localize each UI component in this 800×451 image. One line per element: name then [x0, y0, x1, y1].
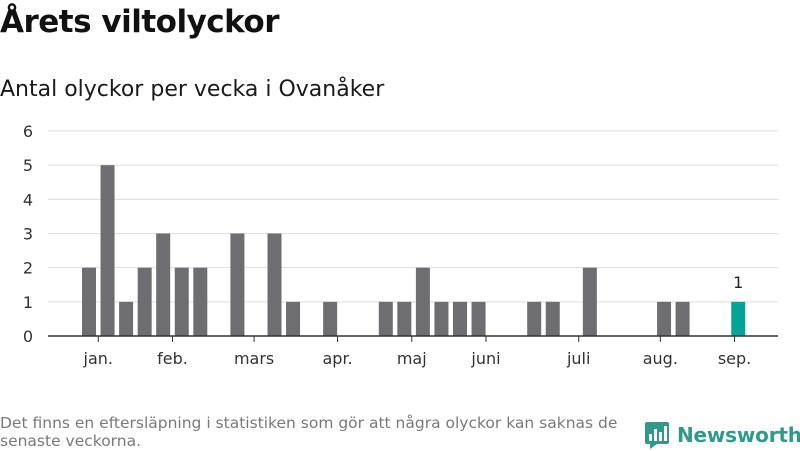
bar-week-7 [193, 267, 208, 336]
chart-subtitle: Antal olyckor per vecka i Ovanåker [0, 77, 385, 102]
bar-week-17 [378, 301, 393, 336]
bar-week-5 [156, 233, 171, 336]
month-label: feb. [157, 349, 188, 368]
month-label: jan. [83, 349, 113, 368]
bar-week-32 [657, 301, 672, 336]
month-label: juli [566, 349, 590, 368]
bar-chart: 0 1 2 3 4 5 6 jan. feb. mars apr. maj juni juli aug. s… [23, 122, 778, 368]
month-label: sep. [718, 349, 751, 368]
x-axis-ticks [97, 336, 736, 342]
bars [82, 165, 746, 336]
month-label: aug. [643, 349, 678, 368]
bar-week-14 [323, 301, 338, 336]
data-label: 1 [733, 273, 743, 292]
bar-week-6 [174, 267, 189, 336]
y-tick-label: 1 [23, 293, 33, 312]
bar-week-20 [434, 301, 449, 336]
bar-week-11 [267, 233, 282, 336]
bar-week-4 [137, 267, 152, 336]
month-label: juni [470, 349, 500, 368]
bar-week-2 [100, 165, 115, 336]
x-axis-month-labels: jan. feb. mars apr. maj juni juli aug. sep. [83, 349, 752, 368]
y-tick-label: 2 [23, 259, 33, 278]
bar-week-19 [415, 267, 430, 336]
y-tick-label: 5 [23, 156, 33, 175]
bar-week-3 [119, 301, 134, 336]
y-tick-label: 6 [23, 122, 33, 141]
y-tick-label: 4 [23, 190, 33, 209]
y-axis-tick-labels: 0 1 2 3 4 5 6 [23, 122, 33, 346]
month-label: mars [234, 349, 274, 368]
bar-week-33 [675, 301, 690, 336]
chart-title: Årets viltolyckor [0, 4, 280, 40]
bar-week-28 [582, 267, 597, 336]
bar-week-12 [286, 301, 301, 336]
bar-week-9 [230, 233, 245, 336]
newsworthy-logo-icon [645, 422, 669, 449]
bar-week-21 [453, 301, 467, 336]
brand-logo[interactable]: Newsworthy [644, 419, 800, 451]
month-label: maj [397, 349, 427, 368]
bar-week-1 [82, 267, 96, 336]
footnote: Det finns en eftersläpning i statistiken… [0, 414, 618, 450]
month-label: apr. [322, 349, 352, 368]
bar-week-18 [397, 301, 412, 336]
bar-week-26 [545, 301, 560, 336]
y-tick-label: 0 [23, 327, 33, 346]
bar-week-22 [471, 301, 486, 336]
brand-name: Newsworthy [677, 423, 800, 447]
bar-week-25 [527, 301, 542, 336]
y-tick-label: 3 [23, 225, 33, 244]
bar-week-36 [731, 301, 746, 336]
data-labels: 1 [733, 273, 743, 292]
